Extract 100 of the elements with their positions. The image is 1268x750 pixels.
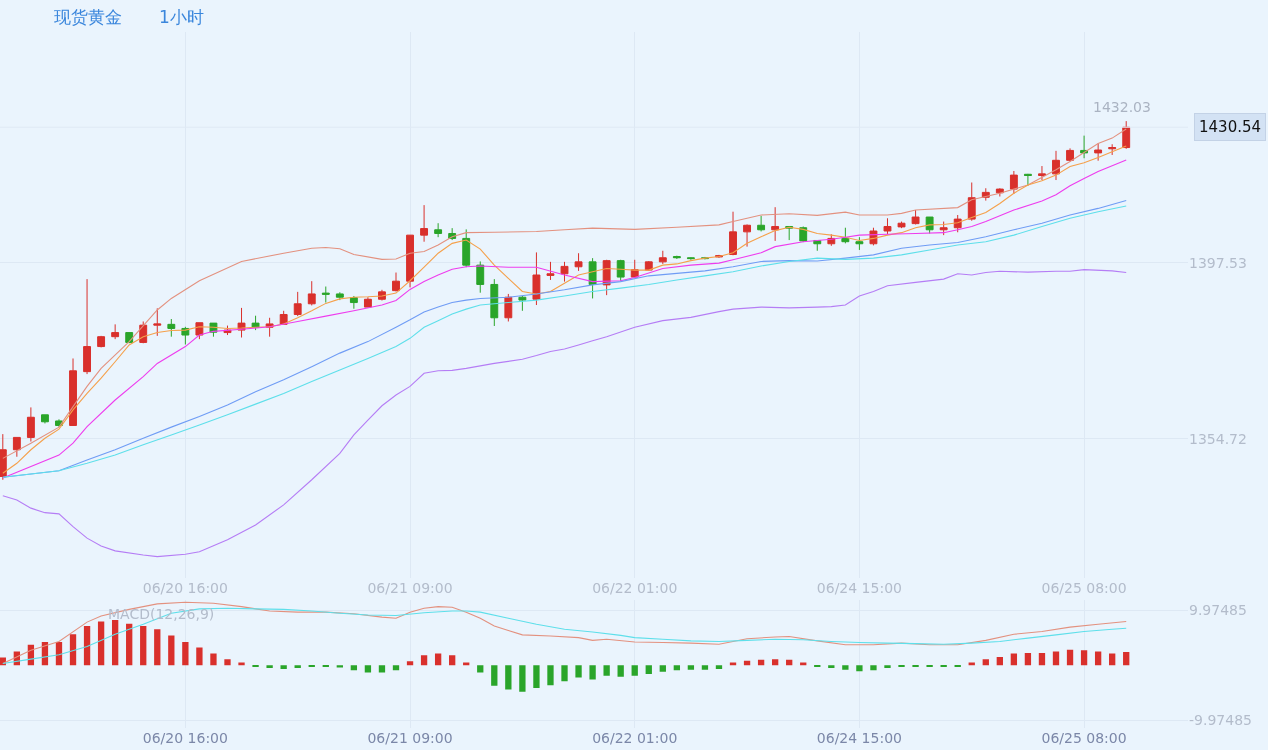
candlestick bbox=[167, 318, 176, 338]
candlestick bbox=[349, 295, 358, 310]
candlestick bbox=[420, 204, 429, 243]
chart-title: 现货黄金 bbox=[54, 7, 122, 27]
bar bbox=[238, 662, 245, 666]
candlestick bbox=[518, 296, 527, 312]
bar bbox=[1052, 651, 1060, 666]
candlestick bbox=[1052, 150, 1060, 181]
bar bbox=[434, 653, 442, 666]
y-tick-label: -9.97485 bbox=[1189, 712, 1252, 729]
candlestick bbox=[490, 278, 499, 327]
candlestick bbox=[363, 296, 372, 308]
candlestick bbox=[307, 280, 316, 306]
candlestick bbox=[434, 222, 443, 238]
candlestick bbox=[26, 406, 35, 443]
bar bbox=[687, 665, 695, 670]
bar bbox=[645, 665, 652, 675]
bar bbox=[659, 665, 666, 672]
candlestick bbox=[406, 234, 414, 288]
bar bbox=[83, 625, 91, 666]
bar bbox=[1123, 651, 1130, 666]
candlestick bbox=[1023, 173, 1032, 187]
candlestick bbox=[855, 236, 864, 251]
bar bbox=[1038, 653, 1046, 666]
candlestick bbox=[939, 221, 948, 236]
bar bbox=[603, 665, 610, 676]
candlestick bbox=[1038, 165, 1046, 181]
candlestick bbox=[111, 323, 120, 340]
y-tick-label: 1397.53 bbox=[1189, 254, 1247, 271]
candlestick bbox=[1009, 170, 1018, 195]
candlestick bbox=[757, 215, 766, 232]
chart-subtitle: 1小时 bbox=[159, 7, 204, 27]
x-tick-label: 06/22 01:00 bbox=[592, 730, 678, 747]
candlestick bbox=[532, 251, 541, 306]
candlestick bbox=[911, 209, 920, 225]
bar bbox=[729, 662, 737, 666]
candlestick bbox=[771, 206, 780, 242]
bar bbox=[168, 635, 175, 666]
bar bbox=[182, 642, 189, 666]
bar bbox=[828, 665, 835, 668]
x-tick-label: 06/24 15:00 bbox=[816, 730, 902, 747]
candlestick bbox=[546, 261, 555, 281]
candlestick bbox=[686, 256, 695, 261]
bar bbox=[266, 665, 273, 668]
bar bbox=[210, 653, 217, 666]
candlestick bbox=[69, 357, 77, 426]
x-tick-label: 06/21 09:00 bbox=[367, 580, 453, 597]
bar bbox=[126, 623, 133, 666]
x-tick-label: 06/25 08:00 bbox=[1041, 580, 1127, 597]
bar bbox=[842, 665, 849, 670]
bar bbox=[1066, 649, 1074, 666]
bar bbox=[294, 665, 301, 668]
bar bbox=[406, 661, 414, 666]
bar bbox=[280, 665, 287, 670]
x-tick-label: 06/20 16:00 bbox=[142, 580, 228, 597]
line-series bbox=[2, 269, 1127, 558]
bar bbox=[449, 655, 456, 666]
bar bbox=[800, 662, 807, 666]
candlestick bbox=[153, 307, 162, 337]
bar bbox=[111, 619, 119, 666]
candlestick bbox=[729, 211, 737, 256]
candlestick bbox=[476, 260, 485, 294]
bar bbox=[224, 659, 231, 666]
candlestick bbox=[841, 227, 850, 244]
bar bbox=[519, 665, 526, 692]
x-tick-label: 06/21 09:00 bbox=[367, 730, 453, 747]
bar bbox=[350, 665, 358, 671]
candlestick bbox=[83, 278, 91, 375]
bar bbox=[561, 665, 568, 682]
bar bbox=[1094, 651, 1102, 666]
bar bbox=[547, 665, 554, 686]
bar bbox=[533, 665, 540, 688]
bar bbox=[968, 662, 975, 666]
bar bbox=[701, 665, 709, 670]
bar bbox=[870, 665, 877, 671]
candlestick bbox=[504, 293, 513, 322]
bar bbox=[505, 665, 512, 690]
bar bbox=[491, 665, 498, 686]
y-tick-label: 9.97485 bbox=[1189, 601, 1247, 618]
candlestick bbox=[335, 291, 344, 301]
bar bbox=[463, 662, 470, 666]
candlestick bbox=[251, 315, 260, 331]
bar bbox=[477, 665, 484, 673]
bar bbox=[140, 625, 147, 666]
bar bbox=[392, 665, 400, 671]
bar bbox=[575, 665, 582, 678]
x-tick-label: 06/22 01:00 bbox=[592, 580, 678, 597]
bar bbox=[631, 665, 638, 676]
candlestick bbox=[883, 217, 892, 235]
bar bbox=[982, 659, 989, 666]
candlestick bbox=[0, 433, 7, 481]
bar bbox=[617, 665, 624, 677]
bar bbox=[589, 665, 596, 680]
candlestick bbox=[1094, 142, 1103, 162]
bar bbox=[996, 656, 1003, 666]
bar bbox=[1024, 653, 1032, 666]
bar bbox=[97, 621, 105, 666]
bar bbox=[715, 665, 723, 670]
bar bbox=[196, 647, 203, 666]
candlestick bbox=[616, 259, 625, 282]
